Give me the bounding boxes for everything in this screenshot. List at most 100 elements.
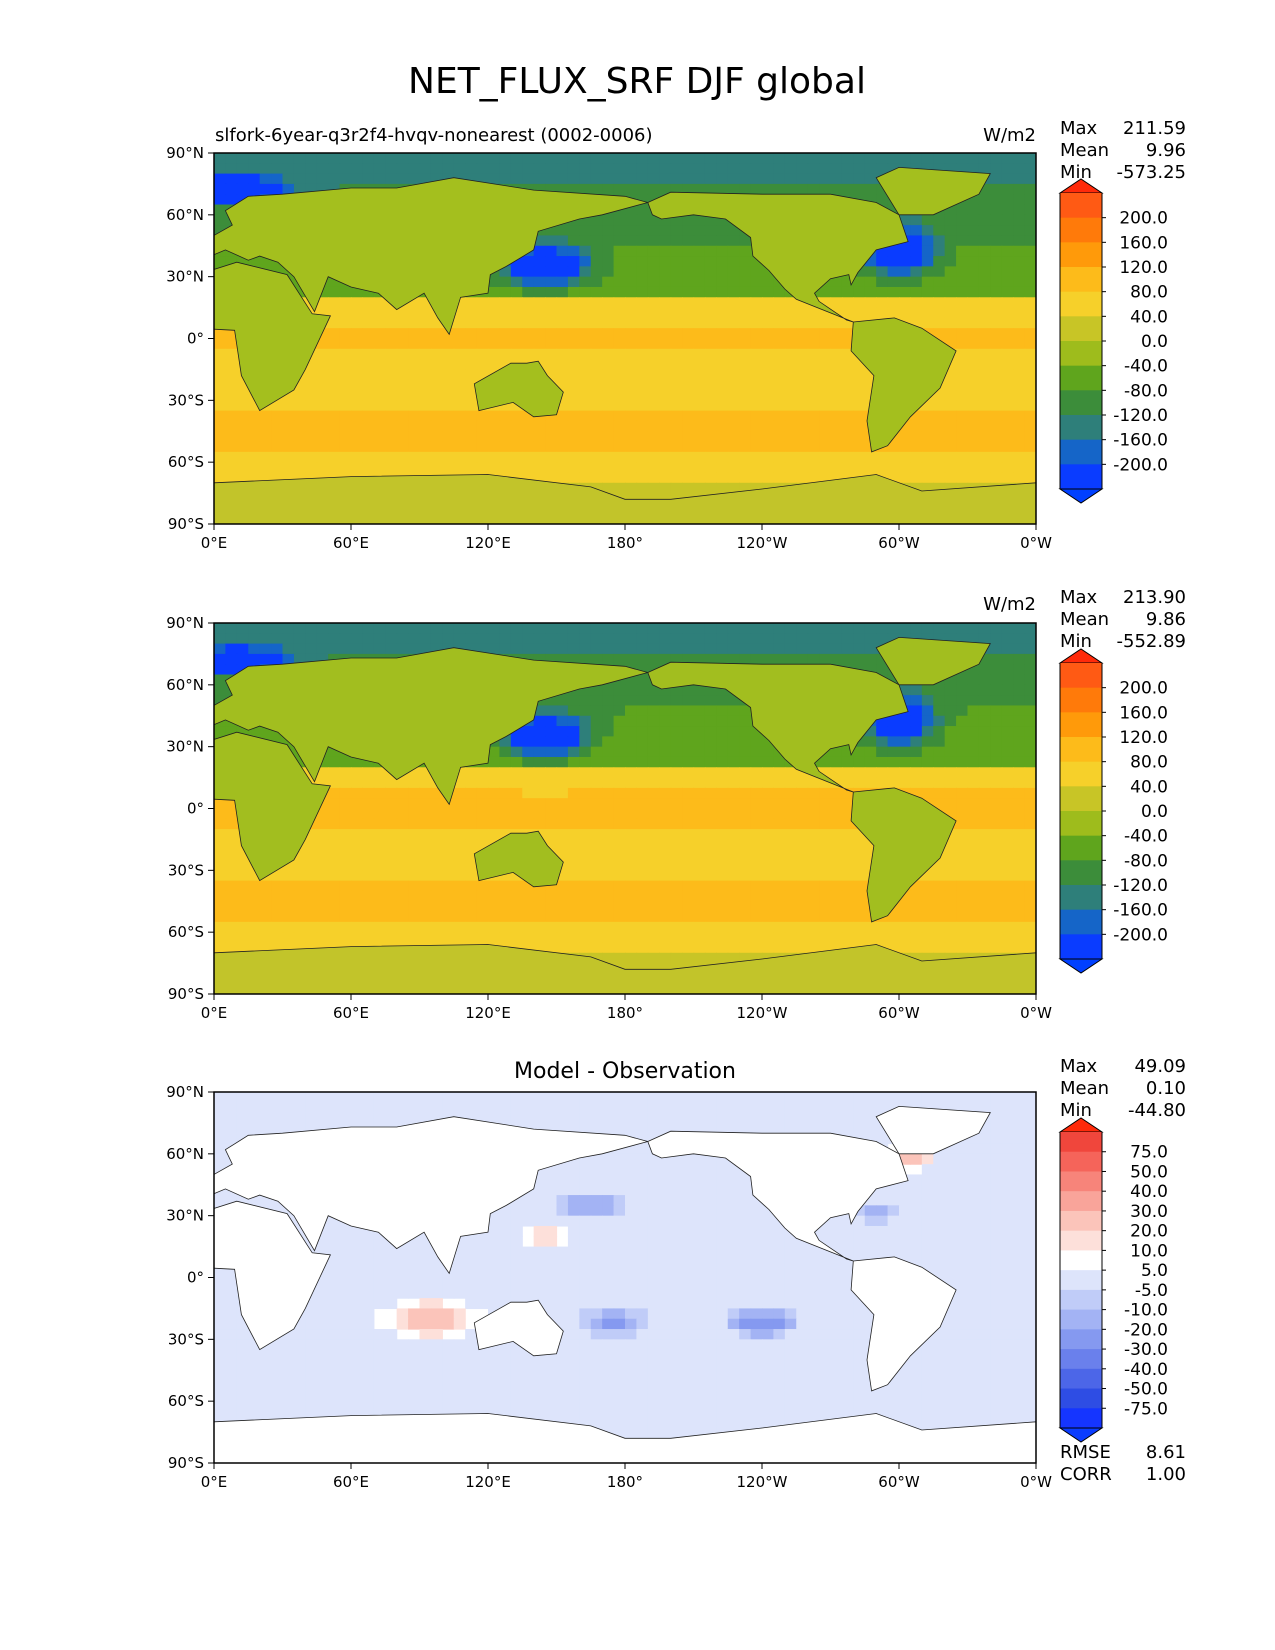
field-cell: [933, 235, 946, 247]
field-cell: [659, 726, 672, 737]
field-cell: [670, 870, 683, 882]
field-cell: [841, 911, 854, 923]
field-cell: [807, 307, 820, 319]
field-cell: [567, 400, 580, 412]
field-cell: [522, 431, 535, 443]
field-cell: [259, 726, 272, 737]
field-cell: [704, 225, 717, 237]
field-cell: [990, 942, 1003, 954]
field-cell: [647, 317, 660, 329]
field-cell: [750, 183, 763, 195]
field-cell: [636, 328, 649, 340]
field-cell: [567, 462, 580, 474]
field-cell: [488, 348, 501, 360]
field-cell: [602, 653, 615, 665]
field-cell: [864, 767, 877, 779]
field-cell: [225, 798, 238, 810]
field-cell: [590, 369, 603, 381]
field-cell: [944, 400, 957, 412]
colorbar-label: -200.0: [1113, 455, 1168, 475]
field-cell: [944, 623, 957, 634]
field-cell: [351, 870, 364, 882]
field-cell: [819, 623, 832, 634]
field-cell: [567, 472, 580, 484]
field-cell: [704, 921, 717, 933]
field-cell: [385, 798, 398, 810]
field-cell: [716, 705, 729, 717]
field-cell: [579, 317, 592, 329]
field-cell: [693, 736, 706, 748]
field-cell: [978, 818, 991, 830]
field-cell: [419, 328, 432, 340]
field-cell: [225, 379, 238, 391]
field-cell: [385, 911, 398, 923]
field-cell: [396, 849, 409, 861]
field-cell: [978, 890, 991, 902]
field-cell: [1013, 472, 1026, 484]
field-cell: [351, 829, 364, 841]
field-cell: [214, 183, 227, 195]
field-cell: [727, 317, 740, 329]
field-cell: [271, 653, 284, 665]
field-cell: [739, 472, 752, 484]
field-cell: [864, 921, 877, 933]
field-cell: [773, 379, 786, 391]
field-cell: [522, 623, 535, 634]
field-cell: [807, 643, 820, 655]
field-cell: [956, 153, 969, 164]
field-cell: [944, 901, 957, 913]
field-cell: [704, 462, 717, 474]
field-cell: [248, 901, 261, 913]
field-cell: [465, 163, 478, 175]
field-cell: [533, 317, 546, 329]
field-cell: [488, 756, 501, 768]
field-cell: [921, 245, 934, 257]
field-cell: [545, 890, 558, 902]
field-cell: [362, 911, 375, 923]
field-cell: [236, 726, 249, 737]
field-cell: [579, 695, 592, 707]
field-cell: [328, 286, 341, 298]
field-cell: [476, 163, 489, 175]
field-cell: [419, 890, 432, 902]
field-cell: [408, 901, 421, 913]
field-cell: [1024, 256, 1036, 267]
field-cell: [933, 410, 946, 422]
field-cell: [225, 359, 238, 371]
field-cell: [567, 390, 580, 401]
field-cell: [545, 932, 558, 944]
field-cell: [602, 256, 615, 267]
field-cell: [499, 890, 512, 902]
field-cell: [419, 633, 432, 645]
field-cell: [636, 204, 649, 216]
field-cell: [590, 153, 603, 164]
field-cell: [704, 653, 717, 665]
field-cell: [990, 420, 1003, 432]
field-cell: [693, 870, 706, 882]
field-cell: [647, 911, 660, 923]
field-cell: [567, 695, 580, 707]
field-cell: [739, 726, 752, 737]
field-cell: [921, 705, 934, 717]
field-cell: [716, 890, 729, 902]
field-cell: [271, 942, 284, 954]
field-cell: [750, 307, 763, 319]
field-cell: [602, 153, 615, 164]
field-cell: [956, 798, 969, 810]
field-cell: [944, 420, 957, 432]
field-cell: [819, 767, 832, 779]
field-cell: [533, 756, 546, 768]
field-cell: [967, 214, 980, 226]
field-cell: [819, 297, 832, 309]
stat-min-value: -573.25: [1117, 162, 1186, 183]
field-cell: [796, 390, 809, 401]
field-cell: [613, 736, 626, 748]
field-cell: [910, 214, 923, 226]
field-cell: [214, 849, 227, 861]
field-cell: [510, 623, 523, 634]
field-cell: [1001, 297, 1014, 309]
field-cell: [305, 942, 318, 954]
field-cell: [750, 880, 763, 892]
field-cell: [830, 379, 843, 391]
field-cell: [739, 942, 752, 954]
